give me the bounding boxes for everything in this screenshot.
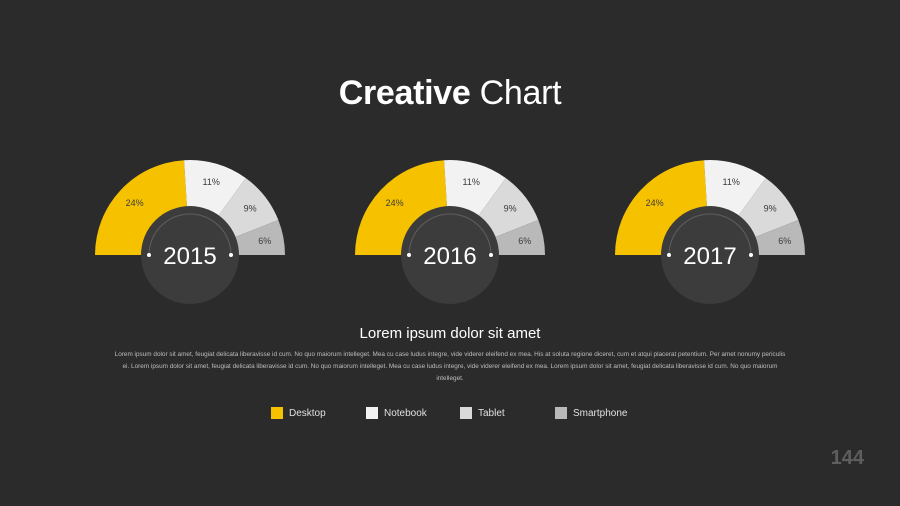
hub-dot-left xyxy=(667,253,671,257)
section-subtitle: Lorem ipsum dolor sit amet xyxy=(359,325,541,342)
slice-label-tablet: 9% xyxy=(504,203,517,213)
slice-label-notebook: 11% xyxy=(723,177,740,187)
chart-2016: 24% 11% 9% 6% 2016 xyxy=(355,160,545,304)
legend-label-tablet: Tablet xyxy=(478,407,505,419)
legend-item-notebook: Notebook xyxy=(366,407,427,419)
hub-ring xyxy=(148,213,232,256)
hub-dot-right xyxy=(749,253,753,257)
hub-ring xyxy=(408,213,492,256)
legend-swatch-tablet xyxy=(460,407,472,419)
legend-item-tablet: Tablet xyxy=(460,407,505,419)
chart-hub xyxy=(661,206,759,304)
slice-label-desktop: 24% xyxy=(126,198,144,208)
slice-label-tablet: 9% xyxy=(244,203,257,213)
slice-label-notebook: 11% xyxy=(203,177,220,187)
legend-swatch-notebook xyxy=(366,407,378,419)
legend-label-smartphone: Smartphone xyxy=(573,407,628,419)
hub-dot-right xyxy=(229,253,233,257)
hub-dot-left xyxy=(407,253,411,257)
chart-year-label: 2016 xyxy=(423,243,476,270)
chart-hub xyxy=(141,206,239,304)
legend-item-desktop: Desktop xyxy=(271,407,326,419)
legend-label-desktop: Desktop xyxy=(289,407,326,419)
chart-year-label: 2015 xyxy=(163,243,216,270)
legend: Desktop Notebook Tablet Smartphone xyxy=(0,407,900,423)
legend-label-notebook: Notebook xyxy=(384,407,427,419)
chart-2017: 24% 11% 9% 6% 2017 xyxy=(615,160,805,304)
body-paragraph: Lorem ipsum dolor sit amet, feugiat deli… xyxy=(114,351,786,382)
hub-dot-right xyxy=(489,253,493,257)
slice-label-notebook: 11% xyxy=(463,177,480,187)
slice-label-desktop: 24% xyxy=(386,198,404,208)
legend-swatch-smartphone xyxy=(555,407,567,419)
page-number: 144 xyxy=(830,447,864,469)
hub-ring xyxy=(668,213,752,256)
slice-label-desktop: 24% xyxy=(646,198,664,208)
page-title: Creative Chart xyxy=(0,74,900,113)
slice-label-smartphone: 6% xyxy=(518,236,531,246)
slice-label-smartphone: 6% xyxy=(778,236,791,246)
legend-item-smartphone: Smartphone xyxy=(555,407,627,419)
title-bold: Creative xyxy=(338,74,471,112)
chart-2015: 24% 11% 9% 6% 2015 xyxy=(95,160,285,304)
legend-swatch-desktop xyxy=(271,407,283,419)
title-light: Chart xyxy=(479,74,562,112)
chart-year-label: 2017 xyxy=(683,243,736,270)
chart-hub xyxy=(401,206,499,304)
hub-dot-left xyxy=(147,253,151,257)
slice-label-tablet: 9% xyxy=(764,203,777,213)
slice-label-smartphone: 6% xyxy=(258,236,271,246)
